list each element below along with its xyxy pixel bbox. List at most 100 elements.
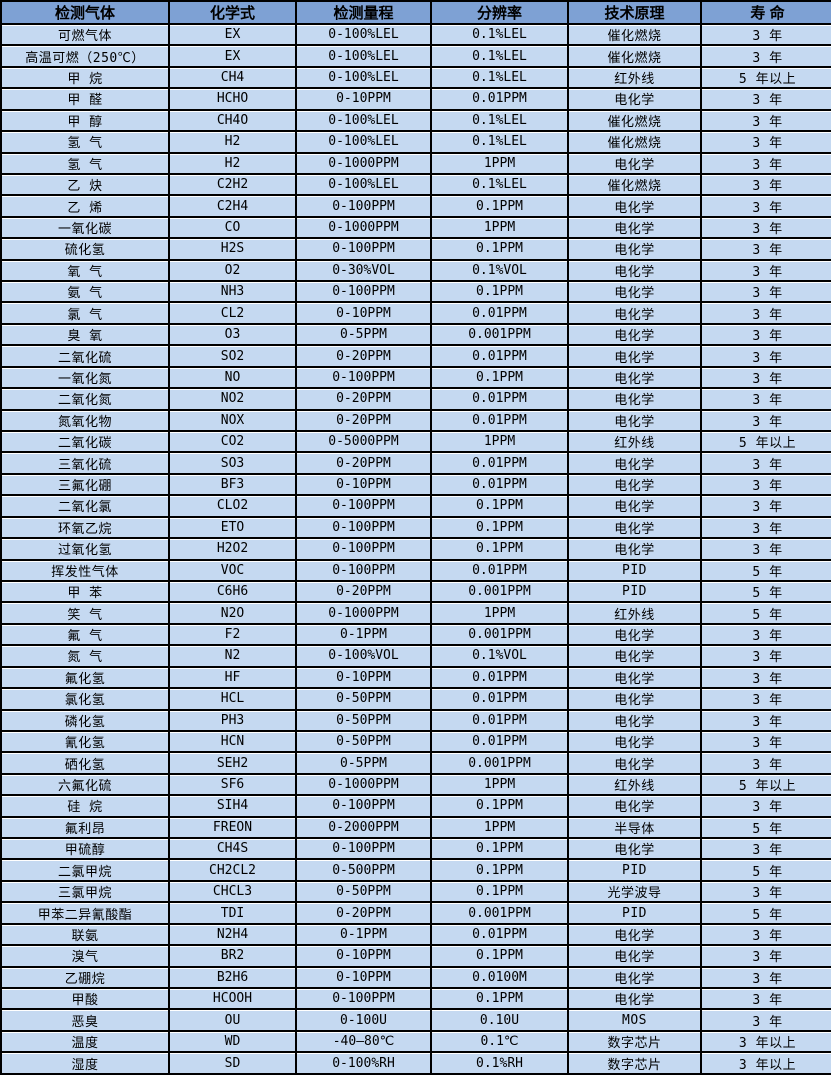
cell-lifespan: 3 年 bbox=[702, 494, 831, 516]
cell-technology: 电化学 bbox=[569, 301, 702, 323]
table-row: 硒化氢 SEH2 0-5PPM 0.001PPM 电化学 3 年 bbox=[2, 751, 831, 773]
cell-gas-name: 溴气 bbox=[2, 944, 170, 966]
cell-technology: 电化学 bbox=[569, 537, 702, 559]
cell-detection-range: 0-10PPM bbox=[297, 965, 432, 987]
cell-detection-range: 0-1000PPM bbox=[297, 772, 432, 795]
table-row: 二氧化碳 CO2 0-5000PPM 1PPM 红外线 5 年以上 bbox=[2, 430, 831, 452]
cell-chemical-formula: F2 bbox=[170, 622, 297, 645]
cell-gas-name: 乙 炔 bbox=[2, 172, 170, 195]
cell-detection-range: 0-100%LEL bbox=[297, 44, 432, 66]
cell-resolution: 0.01PPM bbox=[432, 922, 569, 945]
cell-gas-name: 氮 气 bbox=[2, 644, 170, 666]
cell-chemical-formula: OU bbox=[170, 1008, 297, 1030]
table-row: 氰化氢 HCN 0-50PPM 0.01PPM 电化学 3 年 bbox=[2, 729, 831, 752]
cell-chemical-formula: CL2 bbox=[170, 301, 297, 323]
cell-lifespan: 3 年 bbox=[702, 879, 831, 902]
cell-detection-range: 0-100PPM bbox=[297, 494, 432, 516]
cell-detection-range: 0-100U bbox=[297, 1008, 432, 1030]
cell-chemical-formula: BR2 bbox=[170, 944, 297, 966]
cell-lifespan: 3 年 bbox=[702, 965, 831, 987]
cell-lifespan: 3 年 bbox=[702, 729, 831, 752]
table-row: 甲苯二异氰酸酯 TDI 0-20PPM 0.001PPM PID 5 年 bbox=[2, 901, 831, 923]
cell-lifespan: 5 年 bbox=[702, 558, 831, 580]
cell-gas-name: 温度 bbox=[2, 1029, 170, 1052]
cell-resolution: 0.001PPM bbox=[432, 579, 569, 602]
cell-lifespan: 3 年以上 bbox=[702, 1029, 831, 1052]
cell-lifespan: 3 年 bbox=[702, 837, 831, 859]
table-row: 一氧化碳 CO 0-1000PPM 1PPM 电化学 3 年 bbox=[2, 215, 831, 238]
cell-gas-name: 氢 气 bbox=[2, 151, 170, 173]
cell-gas-name: 湿度 bbox=[2, 1051, 170, 1073]
cell-gas-name: 氯 气 bbox=[2, 301, 170, 323]
column-header-technology: 技术原理 bbox=[569, 2, 702, 23]
cell-gas-name: 二氧化碳 bbox=[2, 430, 170, 452]
cell-detection-range: 0-5PPM bbox=[297, 751, 432, 773]
table-row: 甲 烷 CH4 0-100%LEL 0.1%LEL 红外线 5 年以上 bbox=[2, 65, 831, 88]
table-row: 二氯甲烷 CH2CL2 0-500PPM 0.1PPM PID 5 年 bbox=[2, 858, 831, 880]
table-row: 恶臭 OU 0-100U 0.10U MOS 3 年 bbox=[2, 1008, 831, 1030]
cell-gas-name: 二氧化氯 bbox=[2, 494, 170, 516]
cell-detection-range: 0-1000PPM bbox=[297, 215, 432, 238]
cell-gas-name: 乙 烯 bbox=[2, 194, 170, 216]
cell-detection-range: 0-50PPM bbox=[297, 879, 432, 902]
table-header: 检测气体 化学式 检测量程 分辨率 技术原理寿 命 bbox=[2, 2, 831, 23]
cell-detection-range: 0-20PPM bbox=[297, 901, 432, 923]
cell-gas-name: 氟利昂 bbox=[2, 815, 170, 838]
cell-gas-name: 氮氧化物 bbox=[2, 408, 170, 431]
cell-resolution: 0.0100M bbox=[432, 965, 569, 987]
cell-resolution: 0.01PPM bbox=[432, 687, 569, 709]
cell-resolution: 0.1PPM bbox=[432, 986, 569, 1009]
table-row: 甲 苯 C6H6 0-20PPM 0.001PPM PID 5 年 bbox=[2, 579, 831, 602]
cell-detection-range: 0-1PPM bbox=[297, 622, 432, 645]
cell-chemical-formula: O3 bbox=[170, 322, 297, 345]
cell-chemical-formula: H2S bbox=[170, 237, 297, 259]
cell-chemical-formula: N2H4 bbox=[170, 922, 297, 945]
cell-lifespan: 3 年 bbox=[702, 258, 831, 281]
cell-gas-name: 三氯甲烷 bbox=[2, 879, 170, 902]
cell-resolution: 0.1%VOL bbox=[432, 258, 569, 281]
cell-gas-name: 甲 烷 bbox=[2, 65, 170, 88]
cell-lifespan: 3 年 bbox=[702, 280, 831, 302]
cell-chemical-formula: SO2 bbox=[170, 344, 297, 366]
cell-technology: 电化学 bbox=[569, 87, 702, 109]
cell-gas-name: 三氧化硫 bbox=[2, 451, 170, 473]
cell-chemical-formula: TDI bbox=[170, 901, 297, 923]
cell-resolution: 0.01PPM bbox=[432, 708, 569, 730]
table-row: 六氟化硫 SF6 0-1000PPM 1PPM 红外线 5 年以上 bbox=[2, 772, 831, 795]
table-row: 一氧化氮 NO 0-100PPM 0.1PPM 电化学 3 年 bbox=[2, 365, 831, 388]
cell-chemical-formula: C2H2 bbox=[170, 172, 297, 195]
cell-lifespan: 3 年 bbox=[702, 322, 831, 345]
cell-chemical-formula: SF6 bbox=[170, 772, 297, 795]
table-row: 氟化氢 HF 0-10PPM 0.01PPM 电化学 3 年 bbox=[2, 665, 831, 688]
cell-technology: 红外线 bbox=[569, 65, 702, 88]
cell-resolution: 1PPM bbox=[432, 815, 569, 838]
cell-resolution: 0.1PPM bbox=[432, 858, 569, 880]
table-row: 高温可燃（250℃） EX 0-100%LEL 0.1%LEL 催化燃烧 3 年 bbox=[2, 44, 831, 66]
cell-detection-range: -40—80℃ bbox=[297, 1029, 432, 1052]
table-row: 可燃气体 EX 0-100%LEL 0.1%LEL 催化燃烧 3 年 bbox=[2, 23, 831, 45]
cell-gas-name: 过氧化氢 bbox=[2, 537, 170, 559]
cell-chemical-formula: WD bbox=[170, 1029, 297, 1052]
cell-chemical-formula: C6H6 bbox=[170, 579, 297, 602]
table-row: 甲 醇 CH4O 0-100%LEL 0.1%LEL 催化燃烧 3 年 bbox=[2, 108, 831, 131]
cell-chemical-formula: FREON bbox=[170, 815, 297, 838]
cell-technology: PID bbox=[569, 579, 702, 602]
cell-detection-range: 0-5PPM bbox=[297, 322, 432, 345]
cell-detection-range: 0-100PPM bbox=[297, 794, 432, 816]
cell-chemical-formula: HCHO bbox=[170, 87, 297, 109]
table-row: 三氧化硫 SO3 0-20PPM 0.01PPM 电化学 3 年 bbox=[2, 451, 831, 473]
cell-gas-name: 挥发性气体 bbox=[2, 558, 170, 580]
cell-detection-range: 0-20PPM bbox=[297, 451, 432, 473]
table-row: 温度 WD -40—80℃ 0.1℃ 数字芯片 3 年以上 bbox=[2, 1029, 831, 1052]
cell-chemical-formula: N2O bbox=[170, 601, 297, 623]
cell-detection-range: 0-1PPM bbox=[297, 922, 432, 945]
cell-detection-range: 0-1000PPM bbox=[297, 151, 432, 173]
cell-gas-name: 甲硫醇 bbox=[2, 837, 170, 859]
cell-detection-range: 0-100PPM bbox=[297, 515, 432, 538]
cell-resolution: 0.1PPM bbox=[432, 494, 569, 516]
cell-gas-name: 臭 氧 bbox=[2, 322, 170, 345]
cell-chemical-formula: NOX bbox=[170, 408, 297, 431]
cell-technology: 电化学 bbox=[569, 515, 702, 538]
cell-resolution: 0.1%LEL bbox=[432, 65, 569, 88]
cell-resolution: 0.01PPM bbox=[432, 408, 569, 431]
